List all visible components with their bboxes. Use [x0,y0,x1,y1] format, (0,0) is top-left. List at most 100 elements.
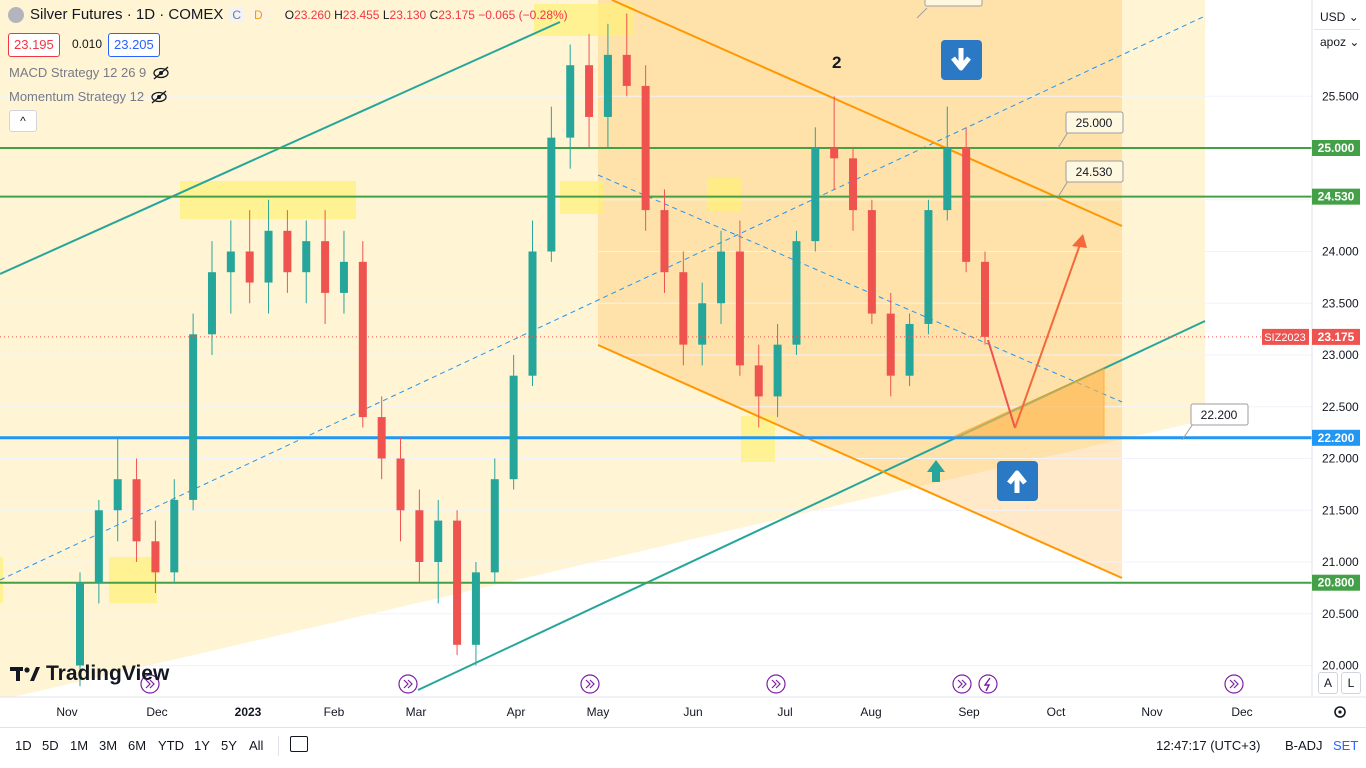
level-axis-label [1312,574,1360,591]
x-tick-label: Nov [56,705,77,719]
range-all[interactable]: All [249,738,264,753]
y-tick-label: 21.000 [1322,555,1359,569]
callout-top [916,0,983,19]
candle [698,282,707,366]
range-1m[interactable]: 1M [70,738,89,753]
y-tick-label: 25.500 [1322,89,1359,103]
wave-label: 2 [832,53,841,72]
range-5d[interactable]: 5D [42,738,59,753]
candle [792,230,801,355]
candle [245,210,254,304]
adjustment-toggle[interactable]: B-ADJ [1285,738,1323,753]
price-axis-labels: 25.000 24.530 22.200 20.800 SIZ2023 23.175 [1262,140,1360,591]
auto-scale-button[interactable]: A [1318,672,1338,694]
candle [754,344,763,428]
y-tick-label: 23.500 [1322,296,1359,310]
candle [151,520,160,594]
sell-button[interactable]: 23.195 [8,33,60,57]
candle [622,13,631,97]
buy-signal-icon [997,461,1038,501]
descending-channel-bottom[interactable] [597,344,1123,579]
eye-hidden-icon[interactable] [152,66,170,80]
range-1d[interactable]: 1D [15,738,32,753]
last-price-text: 23.175 [1318,330,1355,344]
event-marker-icon[interactable] [952,674,972,694]
event-marker-icon[interactable] [140,674,160,694]
candle [641,65,650,231]
candle [339,230,348,314]
candle [981,251,989,345]
candle [603,23,612,148]
candle [170,479,179,583]
interval-badge[interactable]: D [250,7,267,22]
session-toggle[interactable]: SET [1333,738,1359,753]
compare-button[interactable]: C [229,7,245,22]
callout-24530: 24.530 [1057,160,1124,198]
candle [735,220,744,376]
candle [434,499,443,604]
highlight-box [707,178,741,211]
sell-signal-icon [941,40,982,80]
unit-select[interactable]: apoz ⌄ [1320,35,1360,49]
candle [679,251,688,366]
svg-text:22.200: 22.200 [1201,408,1238,422]
candle [849,148,858,231]
clock-timezone[interactable]: 12:47:17 (UTC+3) [1156,738,1261,753]
collapse-legend-button[interactable]: ^ [9,110,37,132]
event-marker-icon[interactable] [580,674,600,694]
candle [660,189,669,293]
candle [94,499,103,604]
log-scale-button[interactable]: L [1341,672,1361,694]
indicator-macd[interactable]: MACD Strategy 12 26 9 [9,65,170,80]
time-axis[interactable] [0,697,1312,727]
level-axis-text: 25.000 [1318,141,1355,155]
candle [717,230,726,324]
highlight-box [180,181,356,219]
settings-gear-icon[interactable] [1334,706,1346,718]
range-5y[interactable]: 5Y [221,738,237,753]
symbol-legend: Silver Futures · 1D · COMEX C D O23.260 … [8,6,568,23]
event-markers[interactable] [140,674,1244,694]
ascending-channel-mid[interactable] [0,15,1206,581]
ascending-channel-zone [0,0,1205,700]
symbol-logo-icon [8,6,24,23]
y-tick-label: 22.000 [1322,452,1359,466]
x-tick-label: Jul [777,705,792,719]
dividend-lightning-icon[interactable] [978,674,998,694]
symbol-tag [1262,328,1309,345]
tradingview-logo[interactable]: TradingView [10,662,169,686]
symbol-tag-text: SIZ2023 [1264,332,1306,344]
range-1y[interactable]: 1Y [194,738,210,753]
time-axis-ticks: Nov Dec 2023 Feb Mar Apr May Jun Jul Aug Sep Oct Nov… [56,705,1252,719]
chevron-down-icon: ⌄ [1349,35,1360,49]
buy-button[interactable]: 23.205 [108,33,160,57]
calendar-icon[interactable] [290,736,308,752]
event-marker-icon[interactable] [1224,674,1244,694]
open-value: 23.260 [294,7,331,22]
candle [566,44,575,169]
x-tick-label: Dec [1231,705,1252,719]
indicator-momentum[interactable]: Momentum Strategy 12 [9,89,168,104]
high-value: 23.455 [342,7,380,22]
currency-select[interactable]: USD ⌄ [1314,4,1360,30]
callout-22200: 22.200 [1181,403,1249,441]
eye-hidden-icon[interactable] [150,90,168,104]
candle [943,106,952,221]
range-3m[interactable]: 3M [99,738,118,753]
candle [264,199,273,314]
candle [113,437,122,542]
y-tick-label: 20.000 [1322,659,1359,673]
candle [415,489,424,583]
price-chart[interactable]: 2 25.000 24.530 22.200 20.000 20.500 21.00… [0,0,1366,727]
event-marker-icon[interactable] [766,674,786,694]
x-tick-label: Oct [1047,705,1066,719]
symbol-title[interactable]: Silver Futures · 1D · COMEX [30,6,224,23]
tradingview-logo-icon [10,667,40,681]
event-marker-icon[interactable] [398,674,418,694]
candle [773,323,782,418]
x-tick-label: Apr [507,705,526,719]
descending-channel-top[interactable] [611,0,1123,227]
range-ytd[interactable]: YTD [158,738,184,753]
green-up-arrow-icon [927,460,945,482]
range-6m[interactable]: 6M [128,738,147,753]
